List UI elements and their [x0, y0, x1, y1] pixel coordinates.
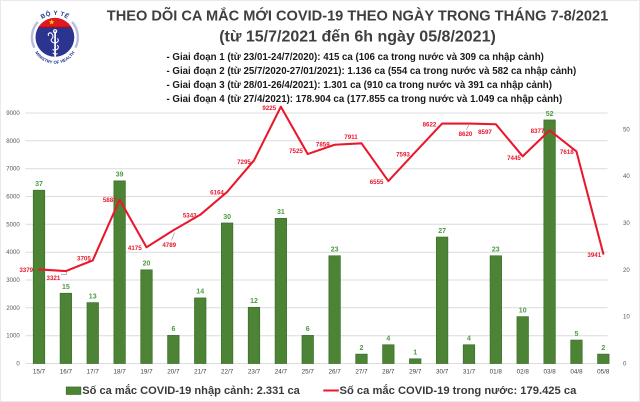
svg-text:10: 10 [623, 314, 630, 321]
svg-text:25/7: 25/7 [302, 369, 315, 376]
svg-text:0: 0 [623, 361, 627, 368]
svg-text:39: 39 [116, 172, 124, 179]
svg-text:8377: 8377 [531, 128, 545, 135]
svg-text:22/7: 22/7 [221, 369, 234, 376]
svg-text:7525: 7525 [289, 148, 303, 155]
svg-text:30/7: 30/7 [436, 369, 449, 376]
svg-text:8620: 8620 [459, 131, 473, 138]
svg-text:0: 0 [16, 361, 20, 368]
svg-text:8000: 8000 [6, 138, 20, 145]
svg-text:3321: 3321 [47, 275, 61, 282]
svg-text:37: 37 [35, 181, 43, 188]
svg-text:27/7: 27/7 [355, 369, 368, 376]
svg-text:31/7: 31/7 [463, 369, 476, 376]
svg-text:7295: 7295 [237, 159, 251, 166]
svg-text:14: 14 [196, 289, 204, 296]
svg-text:5: 5 [575, 331, 579, 338]
svg-text:17/7: 17/7 [87, 369, 100, 376]
svg-text:5887: 5887 [103, 197, 117, 204]
svg-text:9225: 9225 [262, 105, 276, 112]
svg-text:4789: 4789 [162, 242, 176, 249]
svg-text:2: 2 [360, 345, 364, 352]
svg-text:4175: 4175 [128, 245, 142, 252]
svg-text:29/7: 29/7 [409, 369, 422, 376]
svg-text:THEO DÕI CA MẮC MỚI COVID-19 T: THEO DÕI CA MẮC MỚI COVID-19 THEO NGÀY T… [107, 7, 608, 25]
svg-text:4000: 4000 [6, 249, 20, 256]
svg-text:20/7: 20/7 [167, 369, 180, 376]
svg-text:7000: 7000 [6, 166, 20, 173]
svg-text:13: 13 [89, 293, 97, 300]
svg-text:16/7: 16/7 [60, 369, 73, 376]
svg-text:24/7: 24/7 [275, 369, 288, 376]
svg-text:30: 30 [223, 214, 231, 221]
svg-text:3379: 3379 [19, 267, 33, 274]
svg-text:50: 50 [623, 126, 630, 133]
svg-text:8622: 8622 [423, 122, 437, 129]
svg-text:BỘ Y TẾ: BỘ Y TẾ [40, 9, 71, 20]
svg-text:1000: 1000 [6, 333, 20, 340]
svg-text:6555: 6555 [370, 179, 384, 186]
svg-text:- Giai đoạn 2 (từ 25/7/2020-27: - Giai đoạn 2 (từ 25/7/2020-27/01/2021):… [167, 66, 577, 77]
svg-text:2: 2 [601, 345, 605, 352]
svg-text:40: 40 [623, 173, 630, 180]
svg-text:02/8: 02/8 [517, 369, 530, 376]
svg-text:23: 23 [331, 247, 339, 254]
svg-text:(từ 15/7/2021 đến 6h ngày 05/8: (từ 15/7/2021 đến 6h ngày 05/8/2021) [219, 29, 496, 46]
svg-text:12: 12 [250, 298, 258, 305]
svg-text:15/7: 15/7 [33, 369, 46, 376]
svg-text:27: 27 [438, 228, 446, 235]
svg-text:4: 4 [467, 336, 471, 343]
svg-text:18/7: 18/7 [113, 369, 126, 376]
svg-text:21/7: 21/7 [194, 369, 207, 376]
svg-text:31: 31 [277, 209, 285, 216]
svg-text:30: 30 [623, 220, 630, 227]
svg-text:52: 52 [546, 111, 554, 118]
svg-text:04/8: 04/8 [570, 369, 583, 376]
svg-text:7593: 7593 [396, 152, 410, 159]
svg-text:Số ca mắc COVID-19 nhập cảnh:: Số ca mắc COVID-19 nhập cảnh: 2.331 ca [82, 384, 300, 397]
svg-text:7618: 7618 [560, 149, 574, 156]
svg-text:6000: 6000 [6, 194, 20, 201]
svg-text:9000: 9000 [6, 110, 20, 117]
svg-text:26/7: 26/7 [328, 369, 341, 376]
svg-text:3705: 3705 [77, 255, 91, 262]
svg-text:05/8: 05/8 [597, 369, 610, 376]
svg-text:2000: 2000 [6, 305, 20, 312]
svg-text:7859: 7859 [316, 142, 330, 149]
svg-text:- Giai đoạn 3 (từ 28/01-26/4/2: - Giai đoạn 3 (từ 28/01-26/4/2021): 1.30… [167, 80, 552, 91]
svg-text:7445: 7445 [507, 155, 521, 162]
svg-text:20: 20 [143, 261, 151, 268]
svg-text:4: 4 [386, 336, 390, 343]
svg-text:3941: 3941 [587, 252, 601, 259]
svg-text:10: 10 [519, 308, 527, 315]
svg-text:1: 1 [413, 350, 417, 357]
svg-text:28/7: 28/7 [382, 369, 395, 376]
svg-text:01/8: 01/8 [490, 369, 503, 376]
svg-text:- Giai đoạn 4 (từ 27/4/2021):: - Giai đoạn 4 (từ 27/4/2021): 178.904 ca… [167, 94, 563, 105]
svg-text:5343: 5343 [183, 213, 197, 220]
svg-text:23: 23 [492, 247, 500, 254]
svg-text:3000: 3000 [6, 277, 20, 284]
svg-text:03/8: 03/8 [543, 369, 556, 376]
svg-text:8597: 8597 [478, 129, 492, 136]
svg-text:15: 15 [62, 284, 70, 291]
svg-text:6164: 6164 [210, 190, 224, 197]
svg-text:5000: 5000 [6, 221, 20, 228]
svg-text:Số ca mắc COVID-19 trong nước:: Số ca mắc COVID-19 trong nước: 179.425 c… [340, 384, 578, 397]
svg-text:6: 6 [171, 326, 175, 333]
svg-text:23/7: 23/7 [248, 369, 261, 376]
svg-text:7911: 7911 [344, 134, 358, 141]
svg-text:19/7: 19/7 [140, 369, 153, 376]
svg-text:20: 20 [623, 267, 630, 274]
svg-text:6: 6 [306, 326, 310, 333]
svg-text:- Giai đoạn 1 (từ 23/01-24/7/2: - Giai đoạn 1 (từ 23/01-24/7/2020): 415 … [167, 52, 544, 63]
